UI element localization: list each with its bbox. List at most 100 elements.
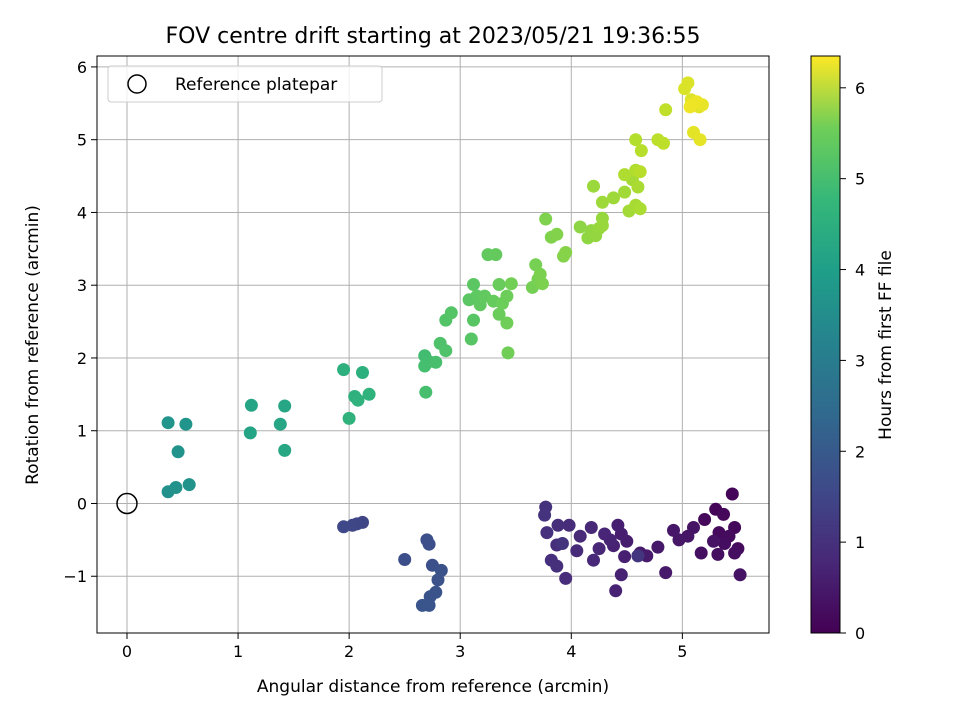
data-point [634, 144, 648, 158]
data-point [431, 573, 445, 587]
data-point [422, 537, 436, 551]
data-point [500, 316, 514, 330]
colorbar-tick-label: 1 [855, 533, 865, 552]
data-point [725, 487, 739, 501]
data-point [718, 537, 732, 550]
data-point [540, 526, 554, 540]
axes: 0 1 2 3 4 5 −1 0 1 2 3 4 5 6 [63, 55, 770, 661]
data-point [618, 185, 632, 199]
data-point [562, 518, 576, 532]
data-points [161, 76, 747, 612]
data-point [337, 363, 351, 377]
data-point [362, 387, 376, 401]
data-point [273, 417, 287, 431]
x-tick-label: 2 [344, 642, 354, 661]
colorbar: 0 1 2 3 4 5 6 Hours from first FF file [810, 55, 896, 643]
data-point [342, 411, 356, 425]
data-point [693, 133, 707, 147]
colorbar-tick-label: 4 [855, 261, 865, 280]
data-point [535, 277, 549, 291]
data-point [538, 508, 552, 522]
data-point [584, 521, 598, 534]
data-point [337, 520, 351, 534]
data-point [492, 278, 506, 291]
data-point [244, 398, 258, 412]
data-point [539, 212, 553, 226]
data-point [683, 100, 697, 114]
y-tick-label: 3 [77, 276, 87, 295]
data-point [667, 523, 680, 537]
data-point [698, 513, 712, 526]
colorbar-tick-label: 0 [855, 624, 865, 643]
data-point [707, 534, 720, 548]
data-point [595, 219, 609, 232]
data-point [587, 553, 600, 567]
colorbar-label: Hours from first FF file [876, 250, 896, 440]
data-point [555, 537, 569, 550]
x-tick-label: 1 [233, 642, 243, 661]
y-tick-label: 0 [77, 494, 87, 513]
data-point [464, 332, 478, 346]
data-point [444, 306, 458, 320]
data-point [243, 426, 257, 440]
data-point [551, 518, 565, 532]
data-point [550, 227, 564, 241]
data-point [429, 355, 443, 369]
legend-frame [107, 65, 383, 103]
data-point [356, 366, 369, 379]
data-point [278, 443, 292, 457]
data-point [559, 246, 573, 259]
data-point [419, 385, 433, 399]
reference-point [116, 492, 138, 515]
data-point [489, 248, 503, 262]
data-point [717, 507, 730, 521]
data-point [659, 566, 673, 580]
data-point [573, 220, 587, 234]
colorbar-ticks: 0 1 2 3 4 5 6 [840, 79, 865, 643]
data-point [611, 518, 625, 532]
data-point [570, 544, 584, 558]
data-point [681, 76, 695, 90]
data-point [728, 546, 742, 560]
data-point [550, 559, 564, 573]
y-tick-label: 5 [77, 131, 87, 150]
y-axis-label: Rotation from reference (arcmin) [23, 205, 43, 485]
data-point [618, 550, 632, 564]
data-point [179, 417, 193, 431]
data-point [595, 195, 609, 209]
data-point [418, 359, 432, 373]
reference-platepar-marker [116, 492, 138, 515]
colorbar-tick-label: 5 [855, 170, 865, 189]
data-point [711, 547, 725, 561]
data-point [633, 165, 647, 179]
data-point [629, 133, 643, 147]
data-point [651, 540, 665, 554]
colorbar-tick-label: 3 [855, 351, 865, 370]
data-point [439, 344, 453, 358]
y-tick-label: 1 [77, 422, 87, 441]
data-point [609, 584, 623, 598]
data-point [659, 103, 673, 117]
y-tick-label: 2 [77, 349, 87, 368]
data-point [631, 180, 645, 194]
x-tick-label: 0 [122, 642, 132, 661]
data-point [422, 598, 436, 612]
data-point [501, 346, 515, 360]
data-point [398, 553, 412, 566]
data-point [161, 416, 175, 430]
legend-entry: Reference platepar [175, 75, 337, 95]
data-point [171, 445, 185, 459]
data-point [657, 136, 670, 150]
data-point [467, 278, 480, 291]
chart-title: FOV centre drift starting at 2023/05/21 … [166, 24, 701, 49]
data-point [278, 399, 292, 413]
data-point [672, 533, 686, 547]
x-tick-label: 5 [677, 642, 687, 661]
x-tick-label: 4 [566, 642, 576, 661]
y-tick-label: −1 [63, 567, 87, 586]
data-point [504, 277, 518, 291]
data-point [182, 478, 196, 492]
data-point [733, 568, 747, 582]
colorbar-gradient [810, 55, 841, 634]
